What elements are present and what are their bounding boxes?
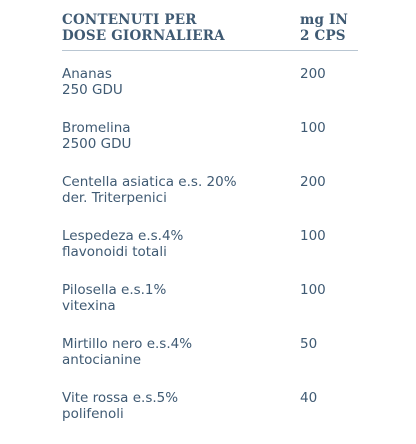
ingredient-name: Vite rossa e.s.5% polifenoli — [62, 390, 179, 422]
ingredient-name: Centella asiatica e.s. 20% der. Triterpe… — [62, 174, 237, 206]
ingredient-name: Mirtillo nero e.s.4% antocianine — [62, 336, 193, 368]
ingredient-amount: 200 — [300, 174, 326, 190]
ingredient-name: Pilosella e.s.1% vitexina — [62, 282, 167, 314]
ingredient-amount: 100 — [300, 282, 326, 298]
ingredient-name: Lespedeza e.s.4% flavonoidi totali — [62, 228, 184, 260]
ingredient-amount: 50 — [300, 336, 318, 352]
nutrition-table: CONTENUTI PER DOSE GIORNALIERA mg IN 2 C… — [62, 12, 362, 422]
table-row: Vite rossa e.s.5% polifenoli 40 — [62, 390, 362, 444]
ingredient-amount: 100 — [300, 120, 326, 136]
ingredient-name: Bromelina 2500 GDU — [62, 120, 132, 152]
table-body: Ananas 250 GDU 200 Bromelina 2500 GDU 10… — [62, 66, 362, 444]
table-row: Centella asiatica e.s. 20% der. Triterpe… — [62, 174, 362, 228]
header-contents-label: CONTENUTI PER DOSE GIORNALIERA — [62, 12, 225, 44]
ingredient-amount: 40 — [300, 390, 318, 406]
table-row: Mirtillo nero e.s.4% antocianine 50 — [62, 336, 362, 390]
table-row: Ananas 250 GDU 200 — [62, 66, 362, 120]
header-dose-label: mg IN 2 CPS — [300, 12, 349, 44]
header-divider — [62, 50, 358, 51]
ingredient-amount: 100 — [300, 228, 326, 244]
ingredient-name: Ananas 250 GDU — [62, 66, 123, 98]
table-row: Bromelina 2500 GDU 100 — [62, 120, 362, 174]
table-header: CONTENUTI PER DOSE GIORNALIERA mg IN 2 C… — [62, 12, 362, 44]
table-row: Pilosella e.s.1% vitexina 100 — [62, 282, 362, 336]
ingredient-amount: 200 — [300, 66, 326, 82]
table-row: Lespedeza e.s.4% flavonoidi totali 100 — [62, 228, 362, 282]
